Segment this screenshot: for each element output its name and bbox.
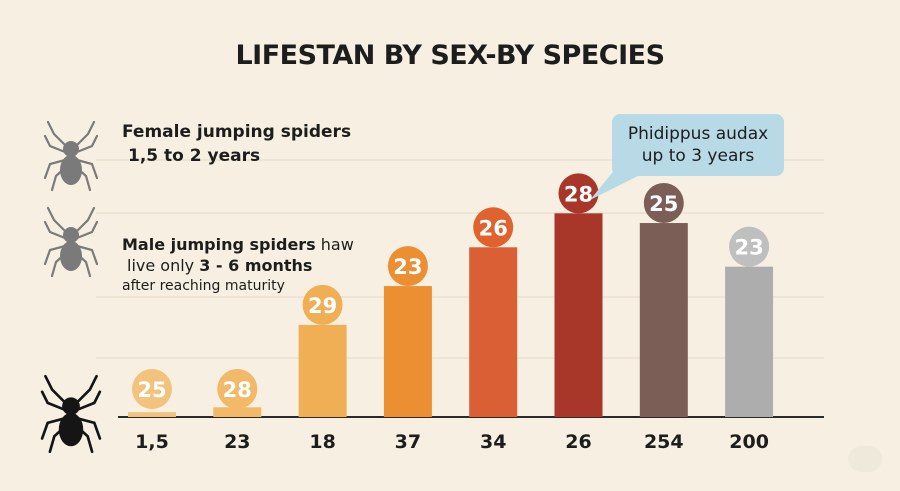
data-label: 28 <box>564 182 593 206</box>
x-tick-label: 200 <box>729 431 769 453</box>
female-note-line2: 1,5 to 2 years <box>128 146 261 166</box>
callout-line1: Phidippus audax <box>627 124 769 144</box>
watermark-badge <box>848 446 882 472</box>
x-tick-label: 34 <box>480 431 506 453</box>
callout-line2: up to 3 years <box>641 146 755 166</box>
data-label-badge <box>132 369 172 409</box>
bar <box>554 213 603 417</box>
data-label-badge <box>473 207 514 248</box>
data-label-badge <box>643 183 684 224</box>
male-note-rest: haw <box>315 235 354 254</box>
male-note-months: 3 - 6 months <box>199 256 313 275</box>
spider-icon <box>44 120 98 192</box>
data-label: 23 <box>734 236 763 260</box>
bar <box>128 412 176 417</box>
data-label: 23 <box>393 255 422 279</box>
bar <box>383 286 432 417</box>
x-tick-label: 26 <box>565 431 591 453</box>
male-note-pre: live only <box>127 256 200 275</box>
bar <box>639 223 688 417</box>
spider-icon <box>40 374 102 454</box>
spider-icon <box>44 206 98 278</box>
bar <box>725 266 774 417</box>
data-label-badge <box>387 246 428 287</box>
male-note-bold: Male jumping spiders <box>122 235 316 254</box>
bar <box>469 247 518 417</box>
data-label-badge <box>558 173 599 214</box>
data-label-badge <box>302 284 343 325</box>
x-tick-label: 23 <box>224 431 250 453</box>
x-tick-label: 254 <box>644 431 684 453</box>
x-tick-label: 18 <box>309 431 335 453</box>
data-label: 29 <box>308 294 337 318</box>
bar <box>213 407 262 417</box>
female-note-line1: Female jumping spiders <box>122 122 352 142</box>
data-label-badge <box>729 226 770 267</box>
male-note-line3: after reaching maturity <box>122 278 285 294</box>
data-label-badge <box>217 369 258 409</box>
female-lifespan-note: Female jumping spiders 1,5 to 2 years <box>122 120 351 168</box>
data-label: 26 <box>479 216 508 240</box>
x-tick-label: 1,5 <box>135 431 169 453</box>
bar <box>298 324 347 417</box>
male-lifespan-note: Male jumping spiders haw live only 3 - 6… <box>122 234 354 297</box>
callout-phidippus: Phidippus audax up to 3 years <box>612 114 784 176</box>
data-label: 25 <box>137 378 166 402</box>
data-label: 25 <box>649 192 678 216</box>
x-tick-label: 37 <box>395 431 421 453</box>
data-label: 28 <box>223 378 252 402</box>
chart-title: LIFESTAN BY SEX-BY SPECIES <box>235 40 665 71</box>
